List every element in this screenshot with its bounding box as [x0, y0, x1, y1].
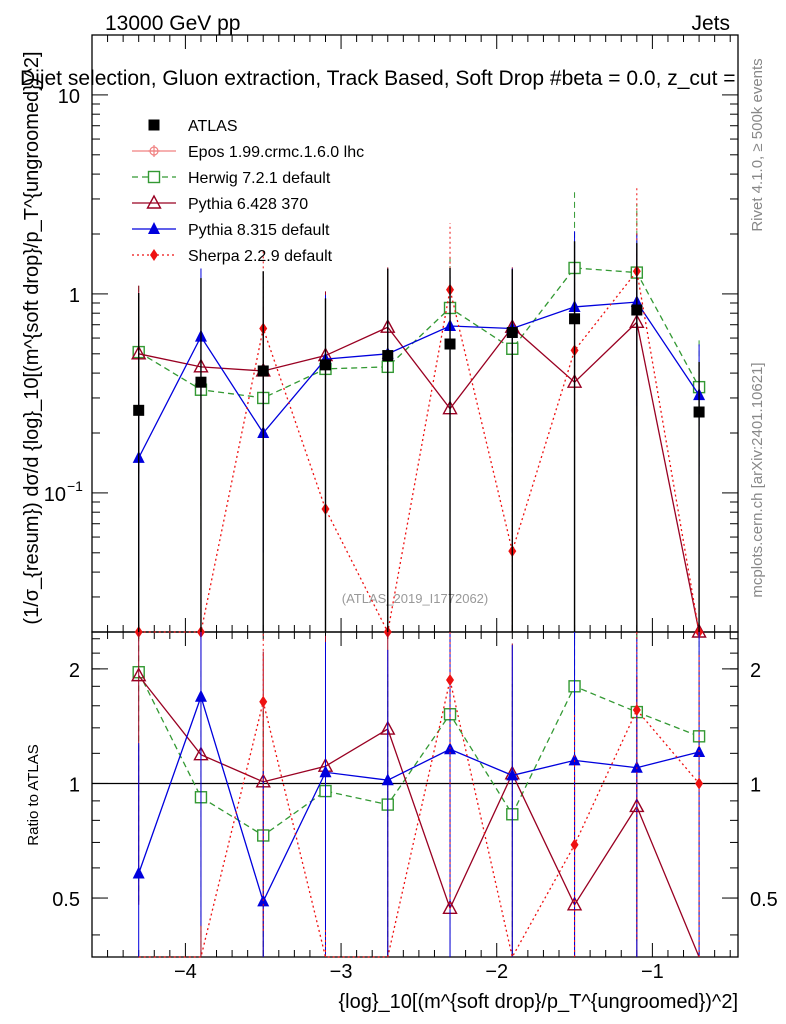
legend-label: Pythia 6.428 370	[188, 196, 308, 213]
atlas-data-point	[133, 404, 145, 416]
atlas-data-point	[195, 376, 207, 388]
sherpa-2-2-9-default-ratio-line	[138, 679, 700, 959]
herwig-7-2-1-default-line	[138, 267, 700, 399]
pythia-8-315-default-ratio-point	[194, 689, 207, 702]
ratio-tick-label-right: 2	[750, 660, 761, 682]
x-tick-label: −4	[174, 961, 197, 983]
atlas-data-point	[693, 406, 705, 418]
ratio-plot-frame	[91, 631, 739, 958]
legend-marker	[148, 119, 160, 131]
category-label: Jets	[691, 12, 730, 35]
pythia-8-315-default-ratio-point	[506, 768, 519, 781]
pythia-6-428-370-line	[138, 321, 700, 633]
ratio-tick-label-right: 1	[750, 774, 761, 796]
legend-marker	[148, 222, 160, 234]
x-axis-label: {log}_10[(m^{soft drop}/p_T^{ungroomed})…	[338, 991, 738, 1013]
pythia-6-428-370-ratio-point	[131, 667, 147, 682]
atlas-data-point	[569, 313, 581, 325]
atlas-data-point	[319, 359, 331, 371]
pythia-8-315-default-ratio-point	[568, 753, 581, 766]
ratio-tick-label: 0.5	[52, 889, 80, 911]
ratio-plot-marks	[92, 632, 738, 959]
sherpa-2-2-9-default-ratio-point	[570, 838, 579, 851]
legend-label: Herwig 7.2.1 default	[188, 170, 331, 187]
energy-label: 13000 GeV pp	[105, 12, 240, 35]
ratio-axis-label: Ratio to ATLAS	[25, 744, 42, 845]
legend-marker	[150, 249, 158, 261]
pythia-8-315-default-ratio-line	[138, 694, 700, 904]
legend-label: Sherpa 2.2.9 default	[188, 248, 333, 265]
y-axis-label: (1/σ_{resum}) dσ/d {log}_10[(m^{soft dro…	[21, 51, 43, 624]
legend-label: ATLAS	[188, 118, 238, 135]
y-tick-label: 1	[69, 285, 80, 307]
pythia-8-315-default-ratio-point	[319, 765, 332, 778]
pythia-8-315-default-ratio-point	[132, 866, 145, 879]
y-tick-label-exponent: −1	[67, 478, 83, 494]
atlas-data-point	[506, 326, 518, 338]
legend-marker	[146, 194, 162, 209]
x-tick-label: −3	[330, 961, 353, 983]
ratio-tick-label: 1	[69, 774, 80, 796]
sherpa-2-2-9-default-ratio-point	[695, 777, 704, 790]
atlas-data-point	[382, 350, 394, 362]
legend-label: Epos 1.99.crmc.1.6.0 lhc	[188, 144, 364, 161]
source-label: mcplots.cern.ch [arXiv:2401.10621]	[749, 362, 766, 597]
y-tick-label: 10	[44, 484, 66, 506]
legend-item: Epos 1.99.crmc.1.6.0 lhc	[132, 144, 364, 161]
legend-item: Sherpa 2.2.9 default	[132, 248, 333, 265]
plot-title: Dijet selection, Gluon extraction, Track…	[20, 67, 736, 90]
y-tick-label: 10	[58, 86, 80, 108]
pythia-8-315-default-ratio-point	[381, 773, 394, 786]
legend-item: Pythia 6.428 370	[132, 194, 308, 213]
legend: ATLAS Epos 1.99.crmc.1.6.0 lhc Herwig 7.2.…	[132, 118, 364, 265]
main-plot-marks	[131, 187, 707, 638]
atlas-data-point	[444, 338, 456, 350]
ratio-tick-label: 2	[69, 660, 80, 682]
x-tick-label: −1	[641, 961, 664, 983]
sherpa-2-2-9-default-ratio-point	[632, 703, 641, 716]
legend-marker	[147, 170, 161, 184]
ratio-tick-label-right: 0.5	[750, 889, 778, 911]
analysis-id: (ATLAS_2019_I1772062)	[342, 591, 488, 606]
atlas-data-point	[257, 365, 269, 377]
legend-label: Pythia 8.315 default	[188, 222, 330, 239]
atlas-data-point	[631, 304, 643, 316]
rivet-label: Rivet 4.1.0, ≥ 500k events	[749, 58, 766, 231]
legend-item: ATLAS	[148, 118, 238, 135]
legend-item: Pythia 8.315 default	[132, 222, 330, 239]
pythia-8-315-default-line	[138, 301, 700, 459]
sherpa-2-2-9-default-ratio-point	[259, 695, 268, 708]
sherpa-2-2-9-default-ratio-point	[446, 673, 455, 686]
legend-item: Herwig 7.2.1 default	[132, 170, 331, 187]
pythia-8-315-default-ratio-point	[630, 760, 643, 773]
x-tick-label: −2	[485, 961, 508, 983]
